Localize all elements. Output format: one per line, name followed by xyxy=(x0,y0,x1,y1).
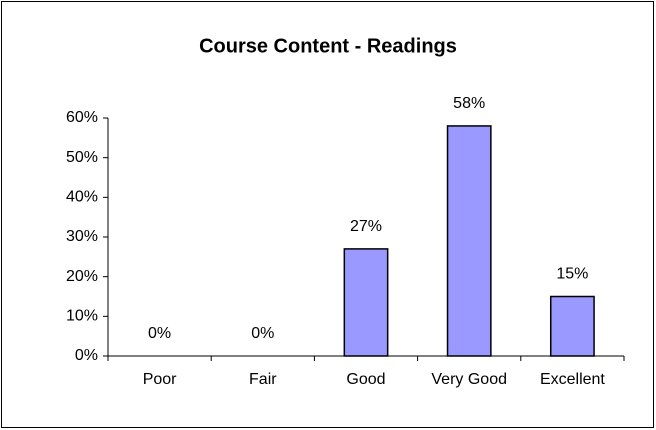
value-label: 0% xyxy=(251,325,274,342)
x-tick-label: Fair xyxy=(249,371,277,388)
value-label: 27% xyxy=(350,218,382,235)
y-tick-label: 0% xyxy=(75,347,98,364)
bar xyxy=(343,248,389,357)
value-label: 58% xyxy=(453,95,485,112)
bar xyxy=(549,295,595,357)
x-tick-label: Excellent xyxy=(540,371,605,388)
bar xyxy=(446,125,492,357)
x-tick-label: Poor xyxy=(143,371,177,388)
y-tick-label: 10% xyxy=(66,308,98,325)
x-tick-label: Good xyxy=(346,371,385,388)
x-tick-label: Very Good xyxy=(431,371,507,388)
value-label: 15% xyxy=(556,266,588,283)
chart-title: Course Content - Readings xyxy=(199,35,457,57)
y-tick-label: 60% xyxy=(66,109,98,126)
y-tick-label: 50% xyxy=(66,149,98,166)
y-tick-label: 30% xyxy=(66,228,98,245)
y-tick-label: 20% xyxy=(66,268,98,285)
y-tick-label: 40% xyxy=(66,189,98,206)
value-label: 0% xyxy=(148,325,171,342)
